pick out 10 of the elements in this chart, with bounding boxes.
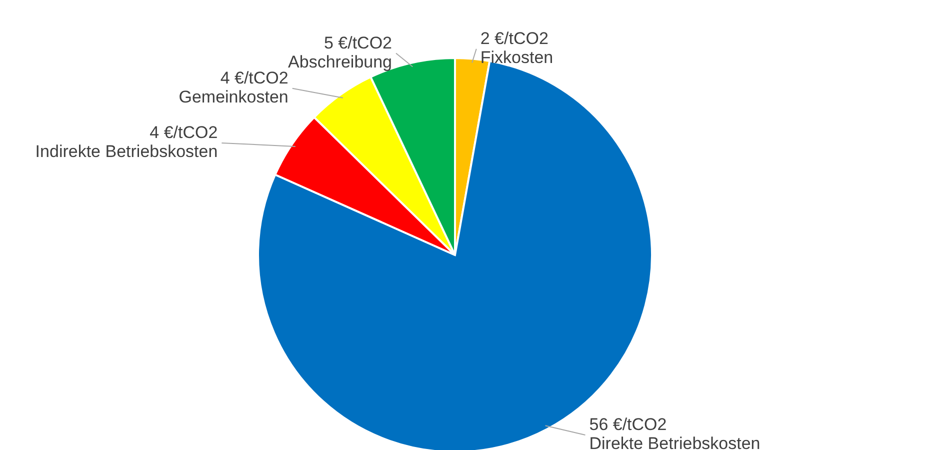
data-label: 4 €/tCO2 [220,68,288,88]
data-label: 56 €/tCO2 [589,415,667,434]
data-label: 2 €/tCO2 [480,28,548,48]
slice-label: Fixkosten [480,48,554,67]
slice-label: Direkte Betriebskosten [589,434,760,450]
data-label: 5 €/tCO2 [324,33,392,52]
slice-label: Indirekte Betriebskosten [35,142,218,161]
slice-label: Gemeinkosten [178,87,288,106]
data-label: 4 €/tCO2 [150,122,218,142]
slice-label: Abschreibung [288,52,392,72]
